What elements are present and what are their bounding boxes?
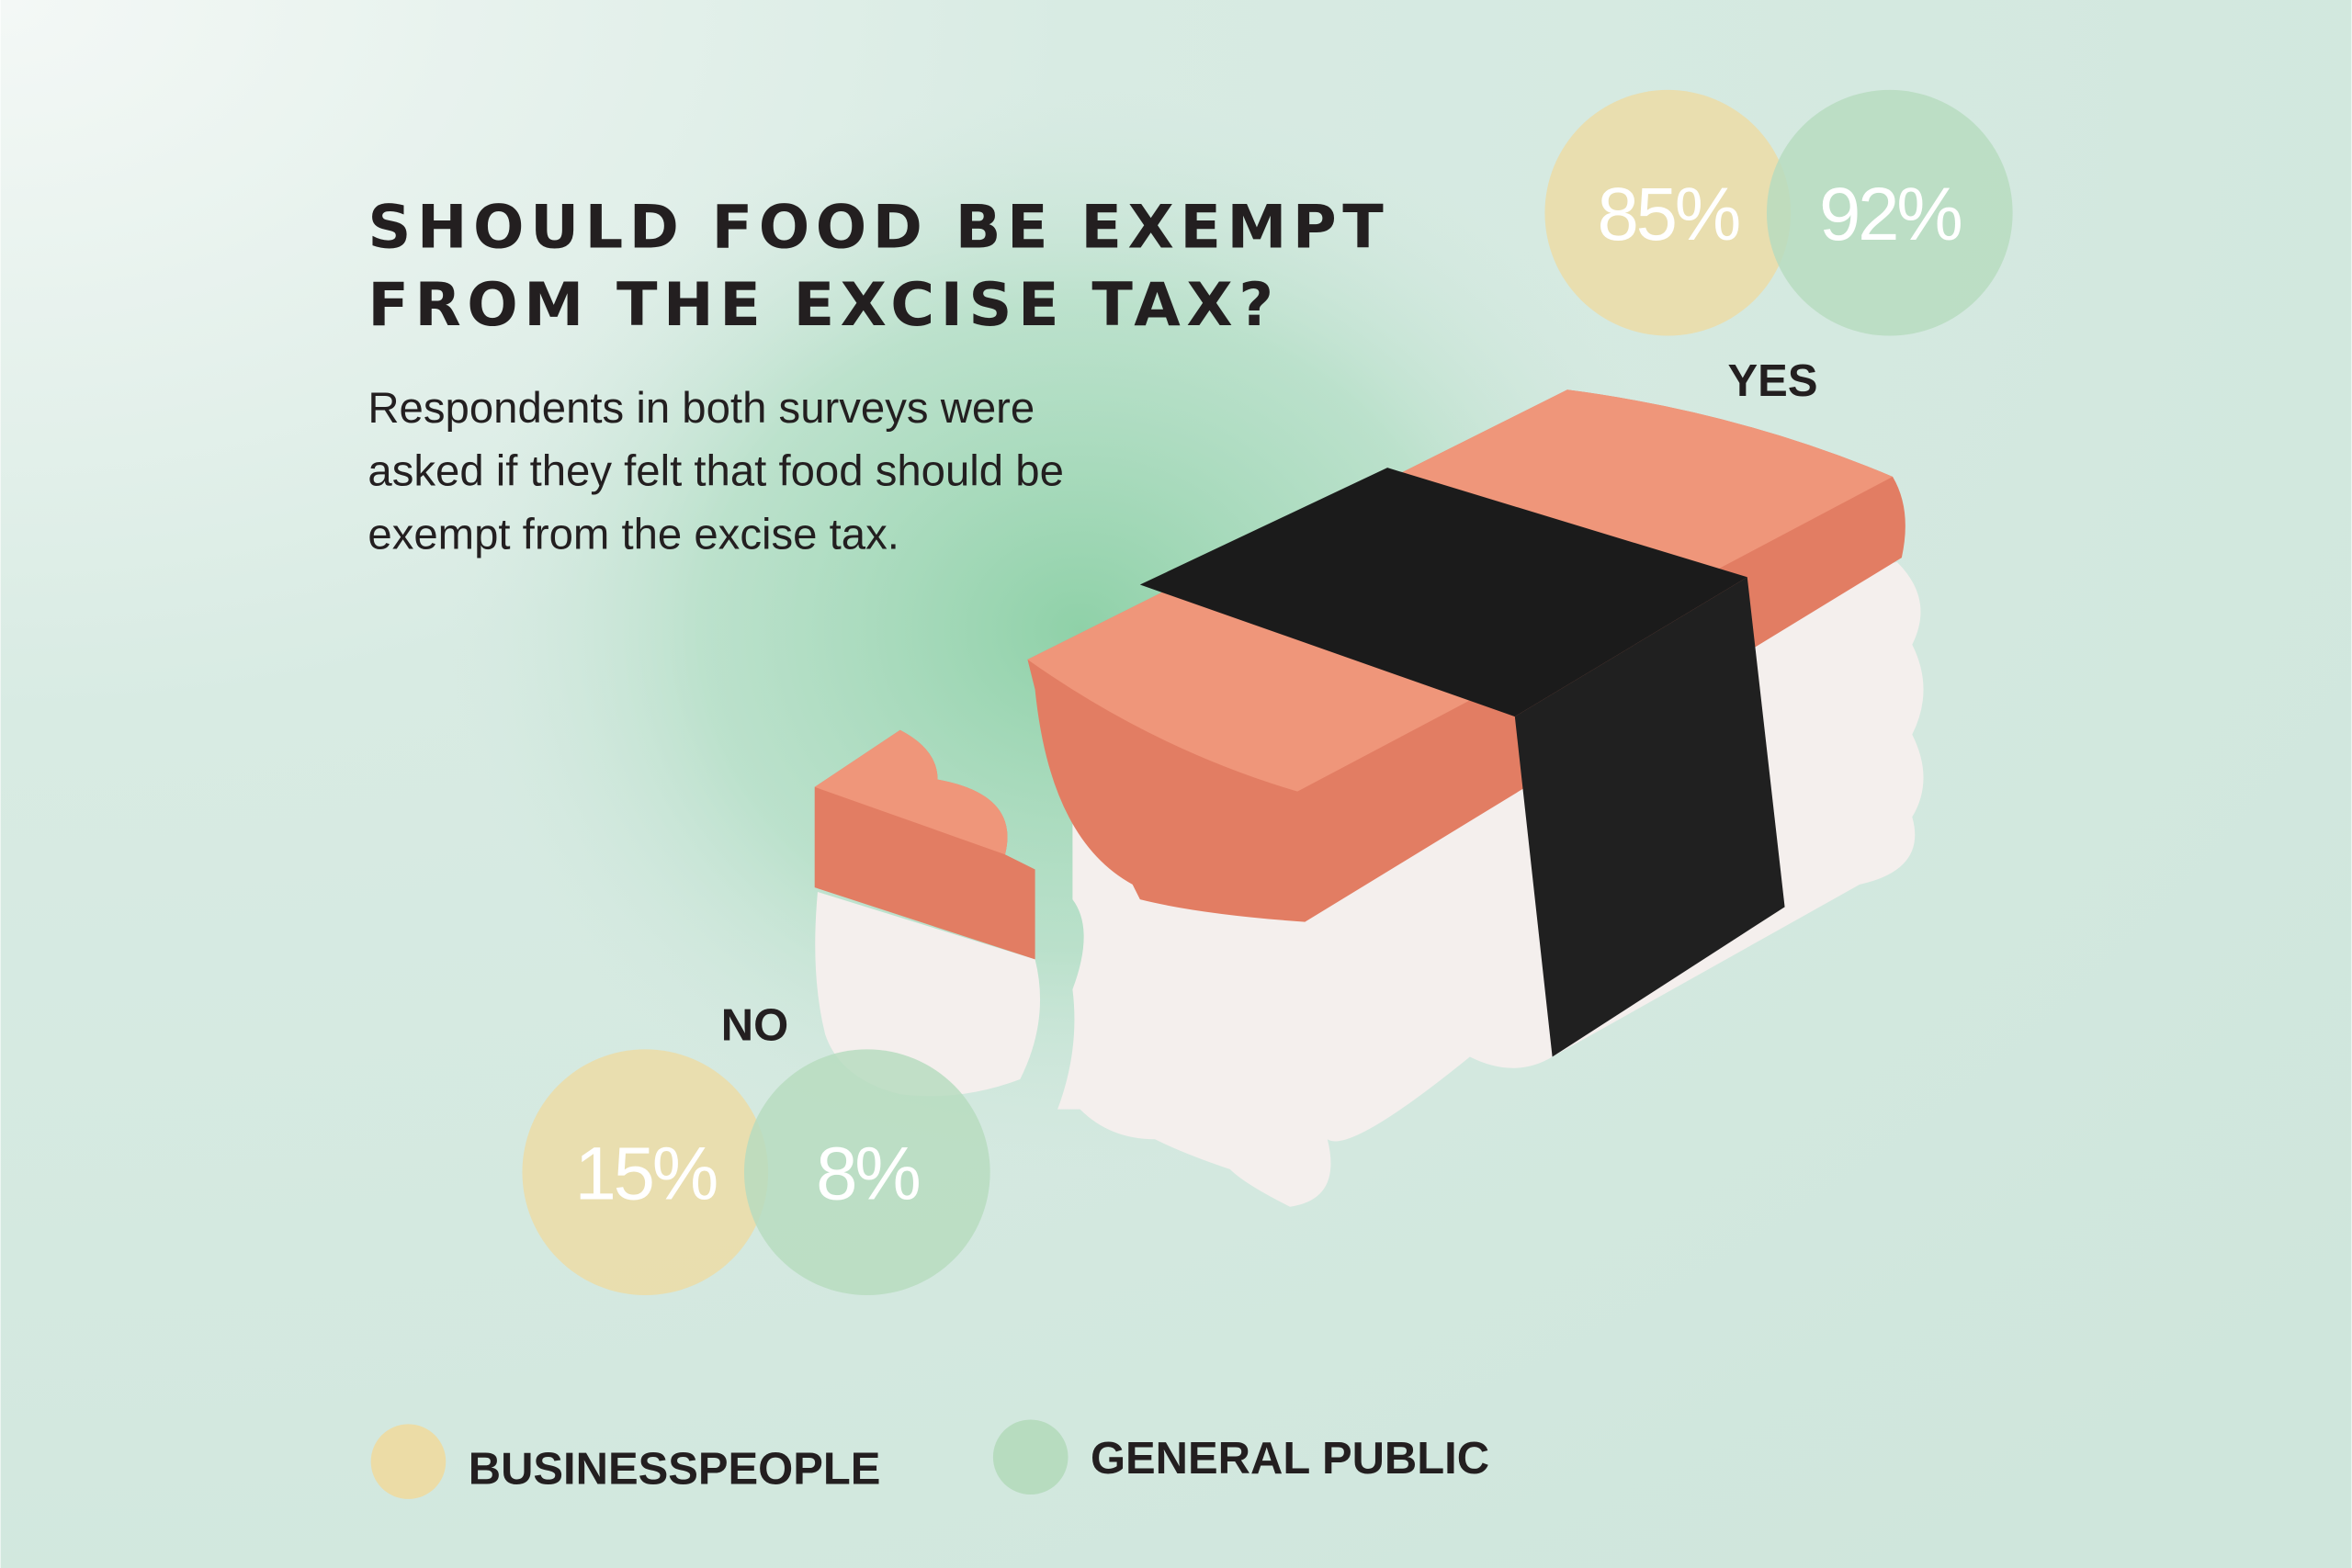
value-dot bbox=[1766, 89, 2013, 336]
subtitle-line: Respondents in both surveys were bbox=[368, 384, 1035, 433]
sushi-illustration bbox=[814, 389, 1924, 1207]
value-dot bbox=[522, 1049, 769, 1295]
subtitle-line: exempt from the excise tax. bbox=[368, 510, 899, 558]
value-label: 85% bbox=[1598, 173, 1739, 256]
value-label: 15% bbox=[575, 1133, 717, 1216]
value-dot bbox=[1544, 89, 1792, 336]
title: SHOULD FOOD BE EXEMPT FROM THE EXCISE TAX… bbox=[368, 192, 1389, 340]
subtitle-line: asked if they felt that food should be bbox=[368, 447, 1064, 496]
legend-swatch bbox=[370, 1424, 447, 1499]
value-label: 92% bbox=[1819, 173, 1961, 256]
legend-label: GENERAL PUBLIC bbox=[1091, 1434, 1489, 1483]
value-dot bbox=[744, 1049, 990, 1295]
legend-swatch bbox=[992, 1419, 1069, 1495]
category-label: NO bbox=[721, 1001, 788, 1051]
value-label: 8% bbox=[816, 1133, 919, 1216]
category-label: YES bbox=[1728, 356, 1818, 406]
legend-label: BUSINESSPEOPLE bbox=[469, 1445, 881, 1495]
